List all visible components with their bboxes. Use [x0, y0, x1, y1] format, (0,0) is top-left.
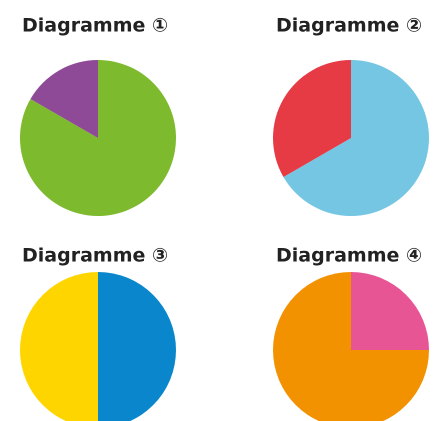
pie-slice — [20, 272, 98, 421]
pie-slice — [283, 60, 429, 216]
chart-title: Diagramme ③ — [22, 245, 168, 267]
pie-slice — [19, 60, 177, 216]
pie-slice — [273, 272, 429, 421]
pie-slice — [98, 272, 176, 421]
chart-title: Diagramme ② — [276, 15, 422, 37]
pie-slice — [30, 60, 98, 138]
chart-title: Diagramme ④ — [276, 245, 422, 267]
pie-slice — [351, 272, 429, 350]
pie-slice — [272, 60, 351, 177]
chart-title: Diagramme ① — [22, 15, 168, 37]
